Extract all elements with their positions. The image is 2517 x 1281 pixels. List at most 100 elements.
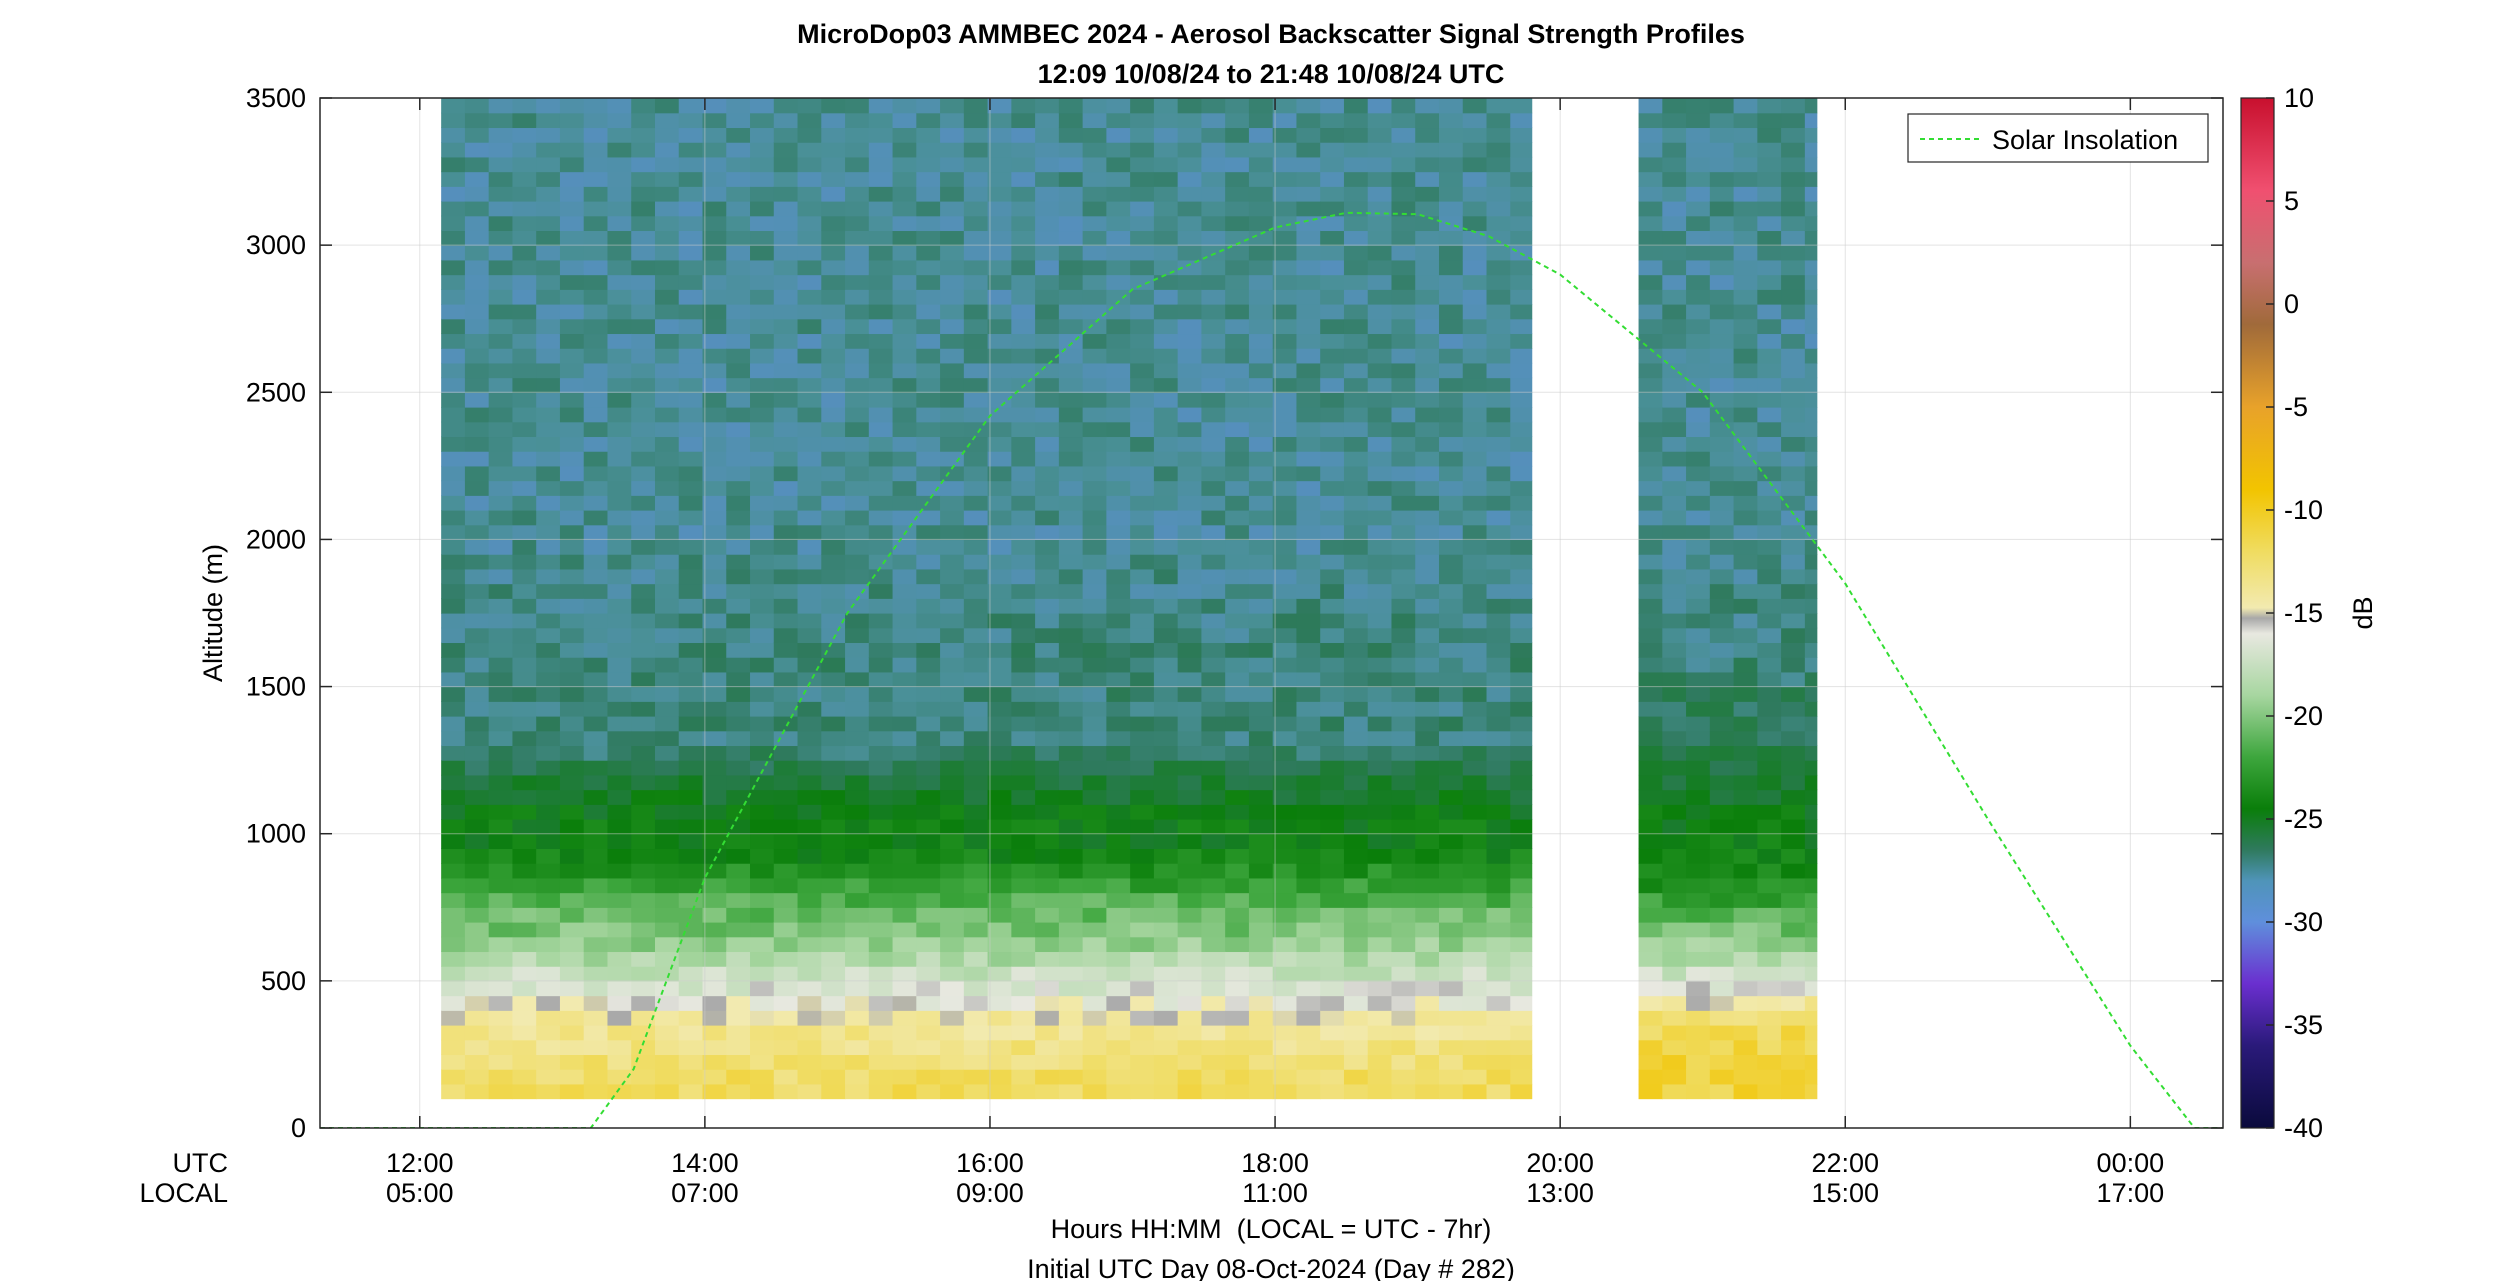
heatmap-cell [583,951,609,967]
heatmap-cell [821,1083,846,1100]
heatmap-cell [607,598,632,614]
heatmap-cell [678,848,704,864]
heatmap-cell [1638,951,1663,967]
heatmap-cell [1296,201,1321,217]
heatmap-cell [1486,156,1511,173]
heatmap-cell [631,789,656,805]
heatmap-cell [845,980,870,997]
heatmap-cell [631,774,656,791]
heatmap-cell [441,686,466,702]
heatmap-cell [1177,1010,1203,1026]
heatmap-cell [1035,112,1060,129]
heatmap-cell [987,1010,1012,1026]
heatmap-cell [1391,789,1416,805]
heatmap-cell [1757,716,1782,732]
heatmap-cell [654,922,680,938]
heatmap-cell [1638,392,1663,408]
heatmap-cell [631,539,656,555]
heatmap-cell [963,789,989,805]
heatmap-cell [678,789,704,805]
heatmap-cell [1757,362,1782,379]
heatmap-cell [512,966,537,982]
heatmap-cell [702,333,727,349]
heatmap-cell [1011,627,1036,644]
grid-lines [320,98,2223,1128]
heatmap-cell [797,377,822,393]
heatmap-cell [512,848,537,864]
heatmap-cell [1011,259,1036,276]
heatmap-cell [797,215,822,232]
heatmap-cell [773,966,799,982]
heatmap-cell [1757,774,1782,791]
heatmap-cell [1486,701,1511,717]
heatmap-cell [1343,304,1369,320]
heatmap-cell [1486,142,1511,158]
heatmap-cell [987,98,1012,114]
heatmap-cell [1367,1069,1393,1085]
heatmap-cell [1638,892,1663,908]
heatmap-cell [1225,671,1250,688]
heatmap-cell [1225,907,1250,923]
heatmap-cell [1177,980,1203,997]
heatmap-cell [702,274,727,290]
heatmap-cell [726,598,751,614]
heatmap-cell [583,201,609,217]
heatmap-cell [892,259,917,276]
heatmap-cell [750,451,775,467]
heatmap-cell [559,1039,585,1056]
heatmap-cell [1510,877,1533,894]
heatmap-cell [559,465,585,482]
heatmap-cell [1462,716,1488,732]
heatmap-cell [1296,833,1321,850]
heatmap-cell [1638,510,1663,526]
heatmap-cell [1082,833,1107,850]
heatmap-cell [1415,186,1440,202]
heatmap-cell [1225,936,1250,953]
heatmap-cell [1035,789,1060,805]
heatmap-cell [1462,936,1488,953]
heatmap-cell [583,112,609,129]
heatmap-cell [1201,274,1226,290]
heatmap-cell [1177,333,1203,349]
legend-label: Solar Insolation [1992,125,2178,155]
heatmap-cell [1296,289,1321,305]
heatmap-cell [916,804,941,820]
heatmap-cell [464,804,490,820]
heatmap-cell [1130,613,1155,629]
heatmap-cell [1058,127,1084,143]
heatmap-cell [1058,318,1084,335]
heatmap-cell [631,922,656,938]
heatmap-cell [1320,377,1345,393]
heatmap-cell [607,760,632,776]
heatmap-cell [678,804,704,820]
heatmap-cell [512,1039,537,1056]
heatmap-cell [488,274,514,290]
heatmap-cell [1415,995,1440,1011]
heatmap-cell [1638,1069,1663,1085]
heatmap-cell [1058,333,1084,349]
heatmap-cell [559,686,585,702]
heatmap-cell [1272,510,1298,526]
heatmap-cell [1733,127,1758,143]
heatmap-cell [1686,377,1711,393]
heatmap-cell [1733,613,1758,629]
heatmap-cell [726,407,751,423]
heatmap-cell [1415,966,1440,982]
heatmap-cell [1296,142,1321,158]
heatmap-cell [1438,774,1464,791]
heatmap-cell [1343,936,1369,953]
heatmap-cell [488,377,514,393]
heatmap-cell [821,1054,846,1070]
heatmap-cell [678,171,704,187]
heatmap-cell [1438,966,1464,982]
heatmap-cell [1757,627,1782,644]
heatmap-cell [868,642,894,658]
heatmap-cell [631,1010,656,1026]
heatmap-cell [631,215,656,232]
heatmap-cell [1686,819,1711,835]
heatmap-cell [1804,701,1818,717]
heatmap-cell [868,730,894,747]
heatmap-cell [1709,995,1735,1011]
heatmap-cell [845,863,870,879]
heatmap-cell [1296,627,1321,644]
